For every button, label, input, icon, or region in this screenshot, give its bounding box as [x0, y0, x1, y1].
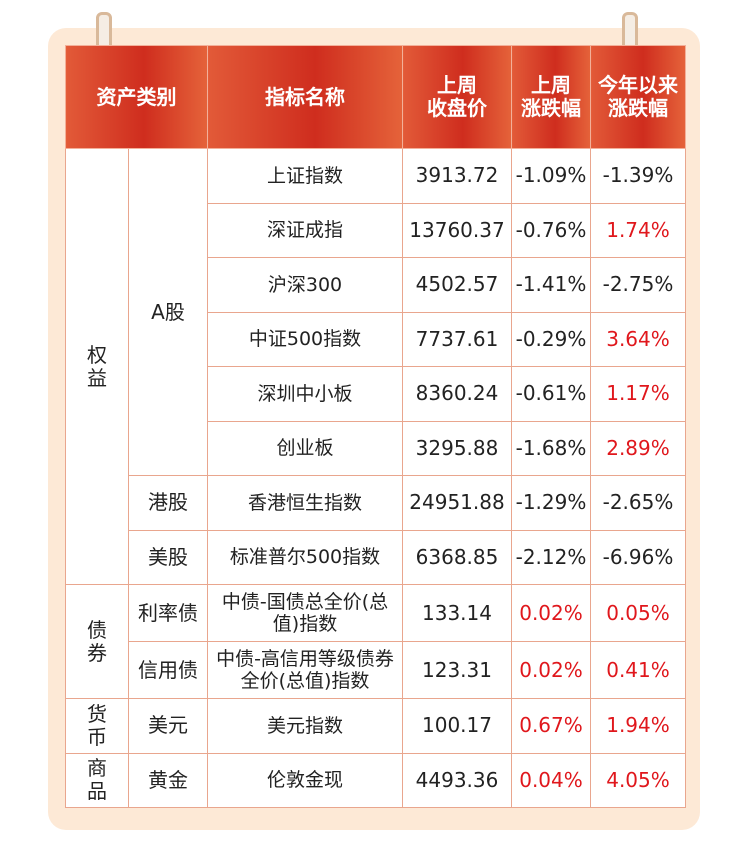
header-text: 资产类别: [96, 84, 177, 109]
data-row: 中证500指数 7737.61 -0.29% 3.64%: [66, 311, 686, 367]
value-cell: 4502.57: [402, 257, 512, 313]
value-cell: 6368.85: [402, 529, 512, 585]
value-cell: 13760.37: [402, 202, 512, 258]
header-cell: 上周 收盘价: [402, 45, 512, 149]
data-row: 权益 A股 上证指数 3913.72 -1.09% -1.39%: [65, 148, 686, 585]
index-name: 深证成指: [207, 202, 403, 258]
header-cell: 资产类别: [65, 45, 208, 149]
value-cell: 0.04%: [511, 752, 591, 808]
header-cell: 指标名称: [207, 45, 403, 149]
value-cell: -1.39%: [590, 148, 686, 204]
subcategory-cell: A股: [128, 148, 208, 476]
header-cell: 今年以来 涨跌幅: [590, 45, 686, 149]
index-name: 中债-国债总全价(总值)指数: [207, 584, 403, 642]
market-table: 资产类别 指标名称 上周 收盘价 上周 涨跌幅 今年以来 涨跌幅 权益 A股 上证指数 3913.7…: [65, 45, 686, 808]
value-cell: -2.65%: [590, 475, 686, 531]
index-name: 深圳中小板: [207, 366, 403, 422]
header-text: 上周: [437, 73, 477, 97]
index-name: 创业板: [207, 420, 403, 476]
subcategory-cell: 美元: [128, 698, 208, 754]
category-cell: 债券: [65, 584, 129, 699]
value-cell: -0.29%: [511, 311, 591, 367]
data-row: 债券 利率债 中债-国债总全价(总值)指数 133.14 0.02% 0.05%: [65, 584, 686, 699]
value-cell: 3.64%: [590, 311, 686, 367]
header-text: 涨跌幅: [521, 96, 581, 120]
subcategory-cell: 黄金: [128, 752, 208, 808]
index-name: 伦敦金现: [207, 752, 403, 808]
value-cell: 0.05%: [590, 584, 686, 642]
header-row: 资产类别 指标名称 上周 收盘价 上周 涨跌幅 今年以来 涨跌幅: [65, 45, 686, 149]
value-cell: -1.09%: [511, 148, 591, 204]
data-row: 深证成指 13760.37 -0.76% 1.74%: [66, 202, 686, 258]
value-cell: 100.17: [402, 698, 512, 754]
value-cell: -0.76%: [511, 202, 591, 258]
data-row: 商品 黄金 伦敦金现 4493.36 0.04% 4.05%: [65, 752, 686, 808]
data-row: 深圳中小板 8360.24 -0.61% 1.17%: [66, 366, 686, 422]
value-cell: 3913.72: [402, 148, 512, 204]
category-cell: 权益: [65, 148, 129, 585]
header-text: 今年以来: [598, 73, 678, 97]
value-cell: 7737.61: [402, 311, 512, 367]
index-name: 美元指数: [207, 698, 403, 754]
data-row: 信用债 中债-高信用等级债券全价(总值)指数 123.31 0.02% 0.41%: [66, 641, 686, 699]
value-cell: 123.31: [402, 641, 512, 699]
header-text: 指标名称: [265, 84, 345, 109]
value-cell: 24951.88: [402, 475, 512, 531]
index-name: 中证500指数: [207, 311, 403, 367]
category-label: 权益: [87, 342, 107, 390]
header-text: 涨跌幅: [608, 96, 668, 120]
index-name: 沪深300: [207, 257, 403, 313]
value-cell: 3295.88: [402, 420, 512, 476]
value-cell: -0.61%: [511, 366, 591, 422]
category-label: 商品: [87, 756, 107, 804]
value-cell: 0.02%: [511, 584, 591, 642]
index-name: 上证指数: [207, 148, 403, 204]
subcategory-cell: 美股: [128, 529, 208, 585]
value-cell: -2.12%: [511, 529, 591, 585]
index-name: 标准普尔500指数: [207, 529, 403, 585]
header-cell: 上周 涨跌幅: [511, 45, 591, 149]
value-cell: 133.14: [402, 584, 512, 642]
category-cell: 商品: [65, 752, 129, 808]
value-cell: 0.02%: [511, 641, 591, 699]
value-cell: -6.96%: [590, 529, 686, 585]
value-cell: -1.29%: [511, 475, 591, 531]
data-row: 美股 标准普尔500指数 6368.85 -2.12% -6.96%: [66, 529, 686, 585]
category-label: 债券: [87, 617, 107, 665]
value-cell: -2.75%: [590, 257, 686, 313]
header-text: 上周: [531, 73, 571, 97]
category-cell: 货币: [65, 698, 129, 754]
data-row: 创业板 3295.88 -1.68% 2.89%: [66, 420, 686, 476]
value-cell: 8360.24: [402, 366, 512, 422]
category-label: 货币: [87, 701, 107, 749]
value-cell: 2.89%: [590, 420, 686, 476]
subcategory-cell: 信用债: [128, 641, 208, 699]
data-row: 沪深300 4502.57 -1.41% -2.75%: [66, 257, 686, 313]
value-cell: -1.68%: [511, 420, 591, 476]
value-cell: 1.94%: [590, 698, 686, 754]
table-body: 权益 A股 上证指数 3913.72 -1.09% -1.39% 深证成指 13760.37-…: [65, 148, 686, 808]
header-text: 收盘价: [427, 96, 487, 120]
subcategory-cell: 港股: [128, 475, 208, 531]
value-cell: 0.41%: [590, 641, 686, 699]
value-cell: -1.41%: [511, 257, 591, 313]
subcategory-cell: 利率债: [128, 584, 208, 642]
data-row: 货币 美元 美元指数 100.17 0.67% 1.94%: [65, 698, 686, 754]
value-cell: 0.67%: [511, 698, 591, 754]
value-cell: 1.17%: [590, 366, 686, 422]
data-row: 港股 香港恒生指数 24951.88 -1.29% -2.65%: [66, 475, 686, 531]
index-name: 中债-高信用等级债券全价(总值)指数: [207, 641, 403, 699]
value-cell: 4493.36: [402, 752, 512, 808]
index-name: 香港恒生指数: [207, 475, 403, 531]
value-cell: 1.74%: [590, 202, 686, 258]
value-cell: 4.05%: [590, 752, 686, 808]
